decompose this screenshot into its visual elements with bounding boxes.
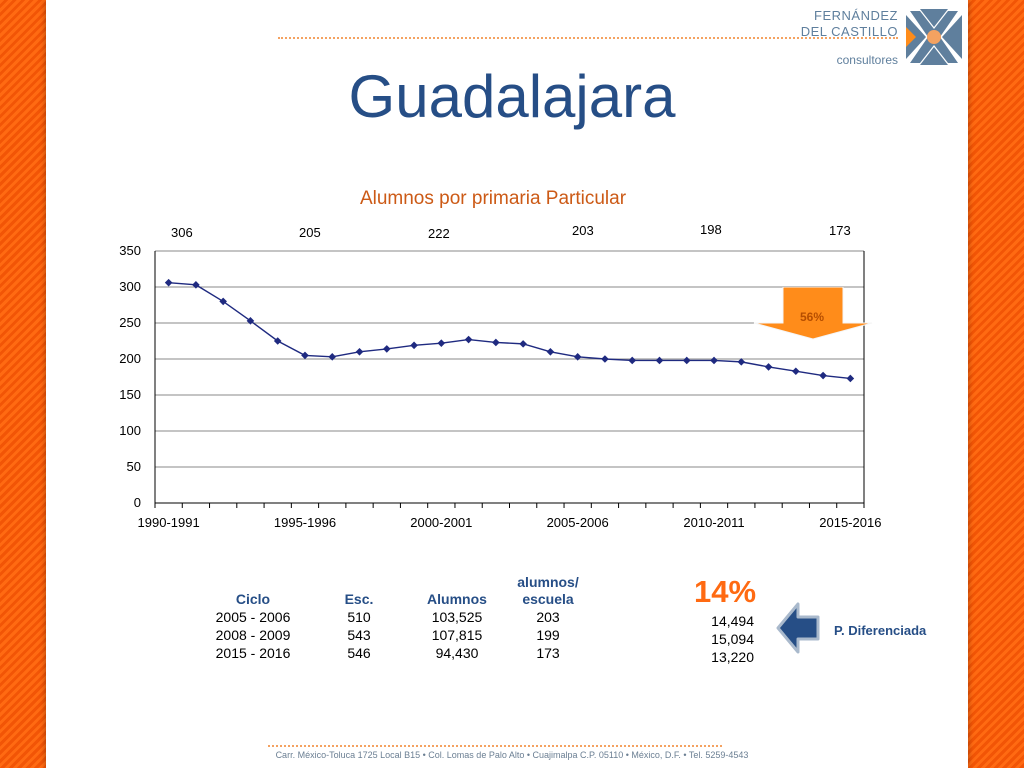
col-header-ape-line1: alumnos/ bbox=[517, 574, 579, 590]
diferenciada-label: P. Diferenciada bbox=[834, 623, 927, 638]
data-point bbox=[301, 351, 309, 360]
chart-title: Alumnos por primaria Particular bbox=[359, 188, 627, 209]
x-tick-label: 2000-2001 bbox=[410, 515, 472, 530]
summary-table: Ciclo Esc. Alumnos alumnos/ escuela 2005… bbox=[200, 574, 594, 662]
line-chart: 0 50 100 150 200 250 300 350 1990-1991 1995-1996 2… bbox=[119, 243, 881, 530]
y-tick-label: 0 bbox=[134, 495, 141, 510]
right-border bbox=[968, 0, 1024, 768]
data-point bbox=[273, 337, 282, 345]
data-point bbox=[573, 353, 582, 361]
left-arrow-icon bbox=[776, 602, 820, 654]
data-point bbox=[492, 338, 500, 347]
page-title: Guadalajara bbox=[348, 63, 676, 130]
diferenciada-value: 15,094 bbox=[711, 631, 754, 647]
y-tick-label: 150 bbox=[119, 387, 141, 402]
data-point bbox=[519, 340, 527, 348]
company-logo-icon bbox=[906, 9, 962, 65]
data-point bbox=[192, 281, 200, 289]
footer-dotted-line bbox=[268, 745, 722, 747]
data-point bbox=[792, 367, 800, 376]
y-tick-label: 50 bbox=[127, 459, 141, 474]
top-value-label: 205 bbox=[299, 225, 321, 240]
y-tick-label: 100 bbox=[119, 423, 141, 438]
data-point bbox=[737, 358, 746, 366]
data-point bbox=[710, 356, 718, 365]
cell-alumnos: 94,430 bbox=[435, 645, 479, 661]
y-tick-label: 350 bbox=[119, 243, 141, 258]
y-tick-label: 300 bbox=[119, 279, 141, 294]
data-point bbox=[328, 353, 337, 361]
data-point bbox=[164, 278, 173, 287]
table-row: 2008 - 2009 543 107,815 199 bbox=[200, 626, 594, 644]
data-point bbox=[219, 297, 227, 306]
cell-ape: 199 bbox=[536, 627, 560, 643]
diferenciada-value: 13,220 bbox=[711, 649, 754, 665]
cell-ape: 203 bbox=[536, 609, 560, 625]
x-tick-label: 1990-1991 bbox=[138, 515, 200, 530]
data-point bbox=[464, 335, 473, 344]
table-header-row: Ciclo Esc. Alumnos alumnos/ escuela bbox=[200, 574, 594, 608]
cell-esc: 543 bbox=[347, 627, 371, 643]
cell-esc: 546 bbox=[347, 645, 371, 661]
data-point bbox=[546, 348, 555, 356]
diferenciada-percent: 14% bbox=[694, 574, 757, 609]
data-point bbox=[382, 345, 391, 353]
decline-arrow-icon bbox=[753, 287, 873, 340]
data-point bbox=[846, 374, 855, 383]
series-line bbox=[168, 281, 851, 380]
cell-ciclo: 2008 - 2009 bbox=[215, 627, 291, 643]
logo-line1: FERNÁNDEZ bbox=[814, 8, 898, 23]
x-tick-label: 1995-1996 bbox=[274, 515, 336, 530]
cell-ape: 173 bbox=[536, 645, 560, 661]
top-value-label: 306 bbox=[171, 225, 193, 240]
logo-line3: consultores bbox=[836, 53, 898, 67]
header-dotted-line bbox=[278, 37, 898, 39]
diferenciada-value: 14,494 bbox=[711, 613, 754, 629]
table-row: 2015 - 2016 546 94,430 173 bbox=[200, 644, 594, 662]
col-header-alumnos: Alumnos bbox=[427, 591, 487, 607]
y-tick-label: 200 bbox=[119, 351, 141, 366]
data-point bbox=[682, 356, 691, 365]
data-point bbox=[819, 371, 827, 380]
col-header-alumnos-escuela: alumnos/ escuela bbox=[502, 574, 594, 608]
logo-line2: DEL CASTILLO bbox=[800, 24, 898, 39]
company-logo-text: FERNÁNDEZ DEL CASTILLO consultores bbox=[801, 8, 898, 68]
cell-ciclo: 2015 - 2016 bbox=[215, 645, 291, 661]
cell-ciclo: 2005 - 2006 bbox=[215, 609, 291, 625]
left-border bbox=[0, 0, 46, 768]
y-tick-label: 250 bbox=[119, 315, 141, 330]
top-value-label: 198 bbox=[700, 222, 722, 237]
x-tick-label: 2010-2011 bbox=[683, 515, 744, 530]
data-point bbox=[410, 341, 418, 350]
table-row: 2005 - 2006 510 103,525 203 bbox=[200, 608, 594, 626]
data-point bbox=[246, 317, 255, 325]
x-tick-label: 2005-2006 bbox=[547, 515, 609, 530]
cell-alumnos: 107,815 bbox=[431, 627, 483, 643]
data-point bbox=[437, 339, 446, 347]
decline-percent-badge: 56% bbox=[799, 310, 825, 324]
data-point bbox=[764, 363, 773, 371]
data-point bbox=[601, 355, 609, 363]
top-value-label: 203 bbox=[572, 223, 594, 238]
data-point bbox=[655, 356, 664, 365]
cell-esc: 510 bbox=[347, 609, 371, 625]
data-point bbox=[628, 356, 637, 365]
cell-alumnos: 103,525 bbox=[431, 609, 483, 625]
col-header-ciclo: Ciclo bbox=[235, 591, 271, 607]
col-header-ape-line2: escuela bbox=[522, 591, 574, 607]
x-tick-label: 2015-2016 bbox=[819, 515, 881, 530]
col-header-esc: Esc. bbox=[344, 591, 374, 607]
data-point bbox=[355, 348, 364, 356]
top-value-label: 173 bbox=[829, 223, 851, 238]
footer-address: Carr. México-Toluca 1725 Local B15 • Col… bbox=[275, 750, 749, 760]
top-value-label: 222 bbox=[428, 226, 450, 241]
